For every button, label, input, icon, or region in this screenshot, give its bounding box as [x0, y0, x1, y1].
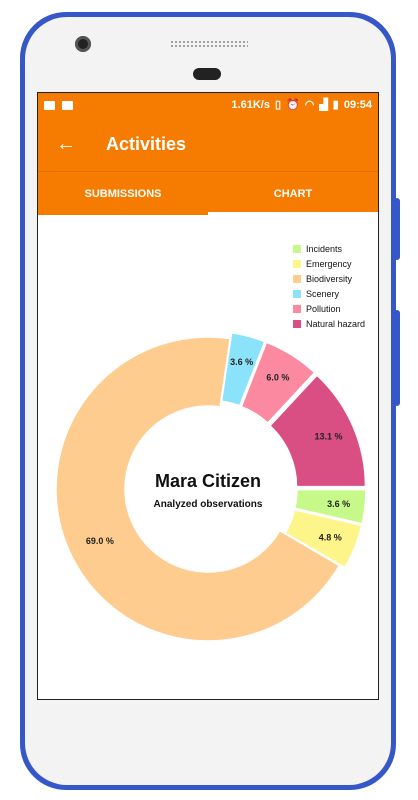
arrow-left-icon[interactable]: ← [56, 132, 76, 155]
tab-submissions[interactable]: SUBMISSIONS [84, 187, 162, 200]
chart-legend: Incidents Emergency Biodiversity Scenery Pol… [293, 241, 365, 331]
status-bar: 1.61K/s ▯ ⏰ ◠ ▟ ▮ 09:54 [38, 93, 378, 117]
donut-chart: 3.6 % 4.8 % 69.0 % 3.6 % 6.0 % 13.1 % Mara Cit… [55, 331, 367, 642]
legend-swatch [293, 274, 301, 283]
battery-icon: ▮ [332, 98, 339, 111]
legend-swatch [293, 259, 301, 268]
power-button [394, 310, 400, 406]
legend-item: Pollution [293, 301, 365, 316]
slice-data-label: 3.6 % [230, 357, 253, 367]
legend-swatch [293, 319, 301, 328]
pie-slice-pollution[interactable] [240, 341, 316, 425]
app-screen: 1.61K/s ▯ ⏰ ◠ ▟ ▮ 09:54 ← Activities SUB… [37, 92, 379, 700]
donut-hole [140, 421, 276, 557]
legend-label: Biodiversity [306, 273, 353, 284]
front-camera [75, 36, 91, 52]
clock: 09:54 [343, 99, 372, 111]
legend-item: Emergency [293, 256, 365, 271]
legend-item: Incidents [293, 241, 365, 256]
slice-data-label: 4.8 % [319, 532, 342, 542]
volume-button [394, 198, 400, 260]
app-bar: ← Activities [38, 117, 378, 171]
chart-center-subtitle: Analyzed observations [154, 499, 263, 510]
legend-swatch [293, 244, 301, 253]
pie-slice-incidents[interactable] [293, 488, 367, 525]
slice-data-label: 6.0 % [266, 373, 289, 383]
pie-slice-emergency[interactable] [284, 508, 363, 569]
tab-bar: SUBMISSIONS CHART [38, 171, 378, 215]
signal-icon: ▟ [319, 98, 328, 111]
earpiece [193, 68, 221, 80]
speaker-grill [170, 40, 248, 48]
page-title: Activities [106, 133, 187, 154]
chart-center-title: Mara Citizen [155, 471, 261, 491]
pie-slice-scenery[interactable] [220, 331, 266, 407]
pie-slice-natural-hazard[interactable] [268, 374, 367, 488]
slice-data-label: 69.0 % [86, 536, 114, 546]
tab-chart[interactable]: CHART [208, 172, 378, 215]
chart-area: Incidents Emergency Biodiversity Scenery Pol… [38, 215, 378, 699]
alarm-icon: ⏰ [286, 98, 300, 111]
legend-item: Biodiversity [293, 271, 365, 286]
network-speed: 1.61K/s [231, 99, 270, 111]
legend-item: Natural hazard [293, 316, 365, 331]
mail-notification-icon [62, 100, 73, 110]
legend-swatch [293, 289, 301, 298]
legend-swatch [293, 304, 301, 313]
legend-label: Incidents [306, 243, 343, 254]
legend-label: Emergency [306, 258, 352, 269]
legend-label: Natural hazard [306, 318, 366, 329]
legend-label: Pollution [306, 303, 341, 314]
image-notification-icon [44, 100, 55, 110]
vibrate-icon: ▯ [274, 98, 282, 111]
wifi-icon: ◠ [304, 98, 315, 111]
slice-data-label: 13.1 % [315, 431, 343, 441]
legend-item: Scenery [293, 286, 365, 301]
legend-label: Scenery [306, 288, 340, 299]
slice-data-label: 3.6 % [327, 499, 350, 509]
